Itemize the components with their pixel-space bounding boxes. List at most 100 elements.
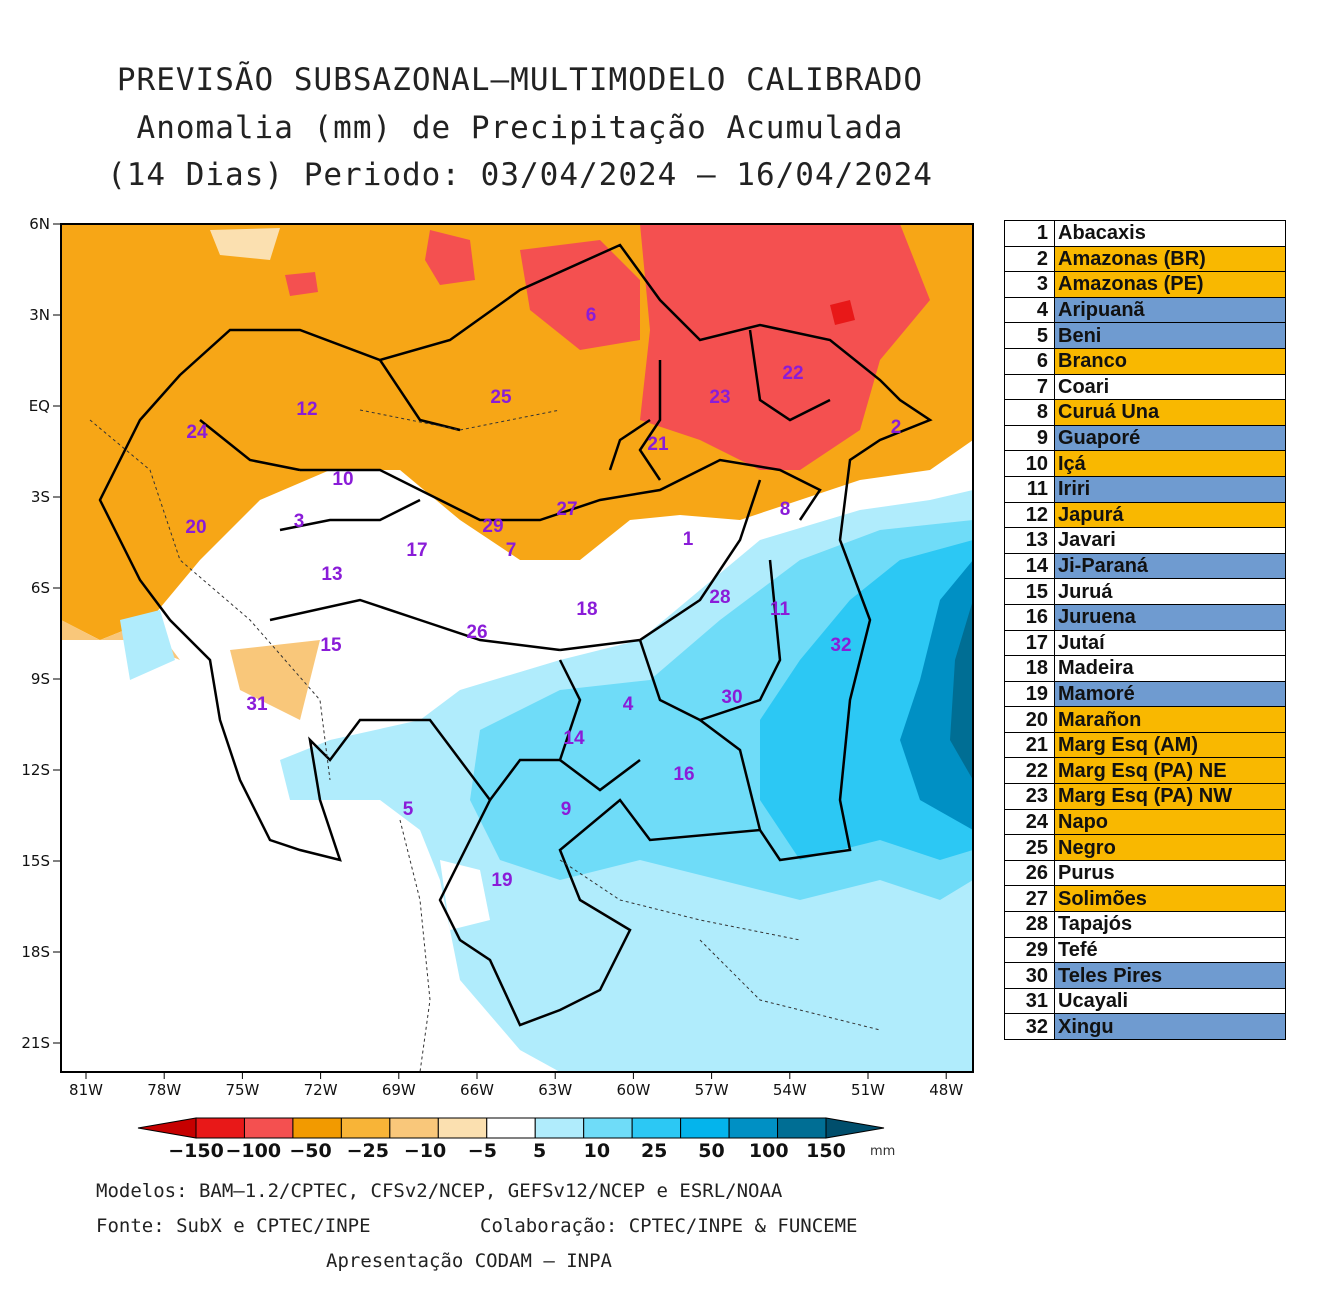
basin-label-31: 31 [246,694,268,715]
legend-basin-number: 22 [1004,757,1055,785]
legend-basin-number: 16 [1004,603,1055,631]
legend-basin-name: Jutaí [1054,629,1286,657]
legend-basin-number: 6 [1004,347,1055,375]
legend-basin-name: Napo [1054,808,1286,836]
colorbar-label: −25 [347,1140,389,1162]
colorbar-label: 5 [533,1140,546,1162]
footer-source: Fonte: SubX e CPTEC/INPE [96,1215,371,1237]
basin-label-29: 29 [482,516,503,537]
legend-basin-number: 29 [1004,936,1055,964]
lon-tick-label: 66W [460,1081,494,1099]
lat-tick-label: 15S [21,852,50,870]
legend-basin-number: 9 [1004,424,1055,452]
legend-row: 29 Tefé [1004,936,1286,964]
basin-label-12: 12 [296,399,317,420]
legend-basin-name: Teles Pires [1054,962,1286,989]
lon-tick-label: 57W [695,1081,729,1099]
basin-label-7: 7 [506,540,517,561]
basin-label-8: 8 [780,499,791,520]
legend-row: 23 Marg Esq (PA) NW [1004,783,1286,810]
basin-label-11: 11 [770,599,791,620]
legend-row: 20 Marañon [1004,706,1286,733]
basin-label-22: 22 [782,363,803,384]
colorbar-segment [631,1117,682,1139]
legend-basin-name: Madeira [1054,655,1286,682]
legend-basin-number: 1 [1004,220,1055,247]
legend-row: 11 Iriri [1004,475,1286,503]
legend-row: 15 Juruá [1004,578,1286,605]
colorbar-segment [292,1117,342,1139]
lat-tick-label: 6N [29,215,50,233]
legend-basin-number: 19 [1004,680,1055,708]
legend-basin-number: 3 [1004,271,1055,298]
title-line-2: Anomalia (mm) de Precipitação Acumulada [136,110,904,146]
basin-label-27: 27 [556,499,577,520]
footer-models: Modelos: BAM–1.2/CPTEC, CFSv2/NCEP, GEFS… [96,1180,783,1202]
legend-basin-name: Guaporé [1054,424,1286,452]
legend-basin-name: Marg Esq (PA) NE [1054,757,1286,785]
title-line-1: PREVISÃO SUBSAZONAL–MULTIMODELO CALIBRAD… [116,62,924,98]
legend-row: 17 Jutaí [1004,629,1286,657]
legend-basin-name: Coari [1054,373,1286,401]
legend-basin-name: Iriri [1054,475,1286,503]
basin-label-18: 18 [576,599,597,620]
lon-tick-label: 63W [538,1081,572,1099]
legend-basin-name: Juruena [1054,603,1286,631]
legend-basin-name: Solimões [1054,885,1286,913]
legend-basin-number: 5 [1004,322,1055,349]
legend-basin-name: Amazonas (PE) [1054,271,1286,298]
legend-basin-name: Ucayali [1054,987,1286,1015]
colorbar-label: −5 [468,1140,497,1162]
basin-label-21: 21 [647,434,669,455]
colorbar-label: 100 [749,1140,789,1162]
basin-label-19: 19 [491,870,512,891]
colorbar-label: −50 [289,1140,331,1162]
legend-basin-name: Japurá [1054,501,1286,529]
legend-basin-name: Juruá [1054,578,1286,605]
legend-row: 25 Negro [1004,834,1286,861]
colorbar-segment [583,1117,633,1139]
legend-basin-name: Purus [1054,859,1286,887]
lon-tick-label: 72W [304,1081,338,1099]
legend-basin-number: 25 [1004,834,1055,861]
colorbar-max-arrow [825,1117,885,1139]
basin-label-5: 5 [403,799,414,820]
lon-tick-label: 78W [147,1081,181,1099]
colorbar-segment [680,1117,730,1139]
legend-row: 16 Juruena [1004,603,1286,631]
legend-row: 28 Tapajós [1004,911,1286,938]
title-line-3: (14 Dias) Periodo: 03/04/2024 – 16/04/20… [107,157,933,193]
legend-row: 31 Ucayali [1004,987,1286,1015]
colorbar-segment [437,1117,488,1139]
basin-boundaries [98,243,933,1027]
legend-basin-number: 18 [1004,655,1055,682]
legend-basin-name: Amazonas (BR) [1054,245,1286,273]
legend-basin-name: Tefé [1054,936,1286,964]
lat-tick-label: 12S [21,761,50,779]
legend-row: 19 Mamoré [1004,680,1286,708]
lon-tick-label: 69W [382,1081,416,1099]
legend-row: 5 Beni [1004,322,1286,349]
legend-basin-number: 8 [1004,399,1055,426]
basin-label-4: 4 [623,694,634,715]
legend-basin-number: 28 [1004,911,1055,938]
legend-basin-name: Marañon [1054,706,1286,733]
legend-basin-name: Ji-Paraná [1054,552,1286,580]
colorbar-label: −10 [404,1140,446,1162]
basin-label-9: 9 [561,799,572,820]
basin-label-2: 2 [891,417,902,438]
precipitation-anomaly-map: 1234567891011121314151617181920212223242… [21,215,974,1162]
basin-label-25: 25 [490,387,512,408]
legend-basin-name: Curuá Una [1054,399,1286,426]
colorbar-segment [389,1117,439,1139]
legend-row: 21 Marg Esq (AM) [1004,731,1286,759]
map-frame [60,223,974,1073]
colorbar-segment [534,1117,585,1139]
legend-row: 26 Purus [1004,859,1286,887]
legend-basin-name: Xingu [1054,1013,1286,1040]
lat-tick-label: 9S [31,670,50,688]
legend-basin-number: 24 [1004,808,1055,836]
colorbar-label: −100 [225,1140,281,1162]
basin-label-15: 15 [320,635,342,656]
legend-basin-name: Abacaxis [1054,220,1286,247]
